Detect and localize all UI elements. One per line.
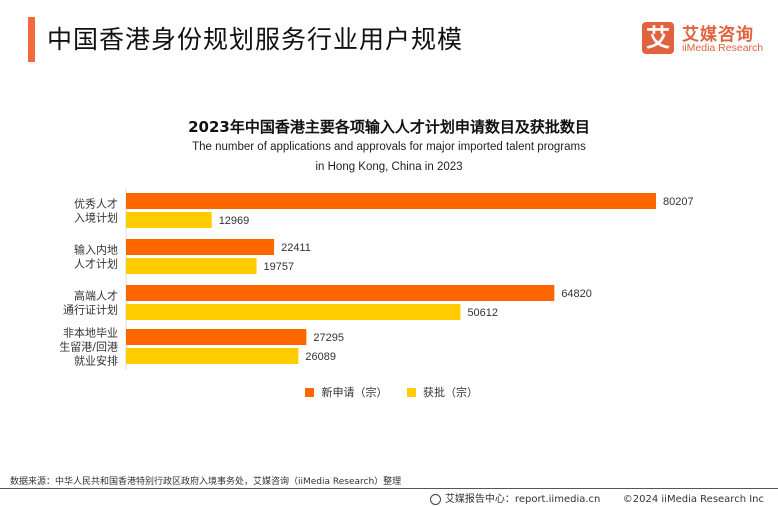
category-label-0: 优秀人才 [74, 197, 118, 211]
value-label-new-applications-1: 22411 [281, 242, 311, 254]
value-label-approved-1: 19757 [264, 261, 295, 273]
category-label-3: 就业安排 [74, 354, 118, 368]
legend-label-approved: 获批（宗） [423, 386, 478, 399]
bar-new-applications-1 [126, 239, 275, 255]
report-center-icon [429, 493, 441, 505]
value-label-new-applications-0: 80207 [663, 196, 694, 208]
data-source-note: 数据来源：中华人民共和国香港特别行政区政府入境事务处，艾媒咨询（iiMedia … [10, 477, 402, 487]
category-label-3: 非本地毕业 [63, 326, 118, 340]
chart-subtitle-line-2: in Hong Kong, China in 2023 [315, 161, 463, 173]
bar-new-applications-0 [126, 193, 656, 209]
value-label-approved-2: 50612 [467, 307, 498, 319]
report-center-link[interactable]: 艾媒报告中心：report.iimedia.cn [444, 494, 601, 505]
category-label-1: 输入内地 [74, 243, 118, 257]
legend-swatch-approved [406, 387, 416, 397]
footer-divider [0, 488, 778, 489]
category-label-0: 入境计划 [74, 211, 118, 225]
category-label-3: 生留港/回港 [59, 340, 118, 354]
legend-label-new-applications: 新申请（宗） [321, 386, 388, 399]
logo-mark-icon: 艾 [642, 22, 674, 54]
bar-approved-2 [126, 304, 461, 320]
chart-title: 2023年中国香港主要各项输入人才计划申请数目及获批数目 [188, 118, 590, 136]
chart-subtitle-line-1: The number of applications and approvals… [192, 141, 586, 153]
legend: 新申请（宗） 获批（宗） [305, 384, 478, 400]
value-label-approved-3: 26089 [305, 351, 336, 363]
value-label-new-applications-3: 27295 [313, 332, 344, 344]
legend-swatch-new-applications [305, 387, 314, 397]
copyright: ©2024 iiMedia Research Inc [622, 494, 764, 505]
bar-approved-0 [126, 212, 212, 228]
bar-new-applications-3 [126, 329, 307, 345]
category-label-2: 高端人才 [74, 289, 118, 303]
bar-approved-3 [126, 348, 299, 364]
value-label-approved-0: 12969 [219, 215, 250, 227]
bar-approved-1 [126, 258, 257, 274]
logo-name-cn: 艾媒咨询 [682, 25, 754, 45]
category-label-1: 人才计划 [74, 257, 118, 271]
value-label-new-applications-2: 64820 [561, 288, 592, 300]
category-label-2: 通行证计划 [63, 304, 118, 317]
title-accent-bar [28, 17, 35, 62]
bar-new-applications-2 [126, 285, 555, 301]
logo-name-en: iiMedia Research [682, 42, 764, 54]
footer: 艾媒报告中心：report.iimedia.cn ©2024 iiMedia R… [429, 490, 764, 505]
page-title: 中国香港身份规划服务行业用户规模 [47, 25, 464, 54]
